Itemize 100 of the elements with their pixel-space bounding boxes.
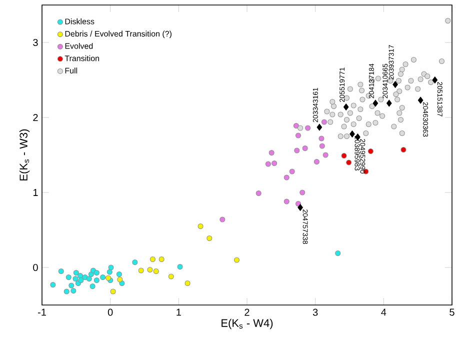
point: [256, 190, 262, 196]
point: [78, 278, 84, 283]
point: [428, 79, 434, 85]
point: [272, 160, 278, 166]
point: [396, 78, 402, 84]
x-tick-label: 4: [381, 308, 386, 316]
point: [90, 284, 96, 289]
point: [298, 125, 304, 131]
point: [410, 57, 416, 62]
point: [372, 120, 378, 126]
point: [284, 174, 290, 180]
point: [344, 95, 350, 101]
point: [119, 280, 125, 286]
point: [132, 260, 138, 265]
point: [363, 130, 369, 136]
point: [94, 270, 100, 276]
point: [322, 152, 328, 158]
point: [298, 204, 303, 211]
point: [347, 110, 353, 116]
point: [338, 134, 344, 139]
point: [374, 110, 380, 116]
point: [177, 264, 183, 270]
point: [265, 161, 271, 167]
point: [392, 81, 398, 88]
point: [360, 96, 366, 102]
point: [396, 88, 402, 94]
point: [50, 282, 56, 288]
legend-label: Full: [65, 68, 78, 74]
point: [268, 150, 274, 156]
point: [350, 130, 355, 138]
legend-label: Evolved: [65, 42, 93, 49]
x-tick-label: 2: [244, 308, 250, 316]
point: [424, 74, 430, 79]
point: [356, 116, 362, 121]
point: [68, 282, 74, 288]
point: [316, 124, 322, 131]
point: [82, 274, 88, 280]
point: [358, 82, 364, 88]
point: [66, 274, 72, 280]
point: [338, 112, 344, 118]
point: [335, 250, 341, 256]
point: [418, 96, 424, 104]
point: [445, 18, 451, 24]
y-tick-label: 1: [33, 189, 38, 196]
point: [341, 124, 347, 130]
point: [150, 256, 156, 262]
point: [331, 103, 337, 109]
point: [318, 136, 324, 142]
legend-label: Transition: [64, 55, 100, 62]
point: [116, 272, 122, 277]
point: [402, 61, 408, 67]
point: [368, 148, 374, 154]
point: [408, 78, 414, 84]
point: [64, 288, 70, 294]
point: [400, 147, 406, 152]
point: [319, 143, 325, 149]
point: [350, 102, 356, 108]
point: [375, 76, 381, 82]
y-tick-label: 0: [33, 264, 38, 272]
y-axis-title: E(K$_{s}$ - W3): [19, 129, 30, 180]
legend-label: Debris / Evolved Transition (?): [65, 30, 172, 38]
y-tick-label: 2: [33, 114, 38, 121]
legend-label: Diskless: [65, 18, 94, 24]
point: [346, 160, 352, 166]
point: [328, 119, 334, 125]
point: [347, 86, 353, 92]
point: [394, 96, 400, 102]
point: [198, 224, 204, 229]
point: [330, 112, 336, 118]
point: [100, 274, 106, 280]
point: [184, 280, 190, 286]
point: [314, 158, 320, 164]
point: [372, 100, 378, 107]
point: [330, 99, 336, 104]
point: [72, 276, 78, 282]
point: [289, 168, 295, 174]
point: [391, 124, 397, 130]
point: [147, 267, 153, 272]
x-tick-label: 3: [312, 308, 318, 316]
x-tick-label: 1: [176, 308, 181, 316]
point: [158, 256, 164, 262]
point: [153, 268, 159, 274]
point: [344, 116, 350, 122]
point: [369, 103, 375, 109]
point: [418, 76, 424, 82]
point: [106, 275, 112, 281]
point: [168, 274, 174, 280]
point: [86, 276, 92, 282]
point: [399, 130, 405, 136]
point: [321, 119, 327, 125]
point: [138, 268, 144, 274]
x-tick-label: -1: [38, 308, 46, 316]
point: [302, 146, 308, 151]
point: [300, 190, 306, 196]
point: [398, 116, 404, 122]
point: [393, 92, 399, 97]
point: [386, 100, 392, 107]
x-tick-label: 5: [450, 308, 454, 316]
point: [343, 104, 349, 110]
point: [399, 105, 405, 110]
